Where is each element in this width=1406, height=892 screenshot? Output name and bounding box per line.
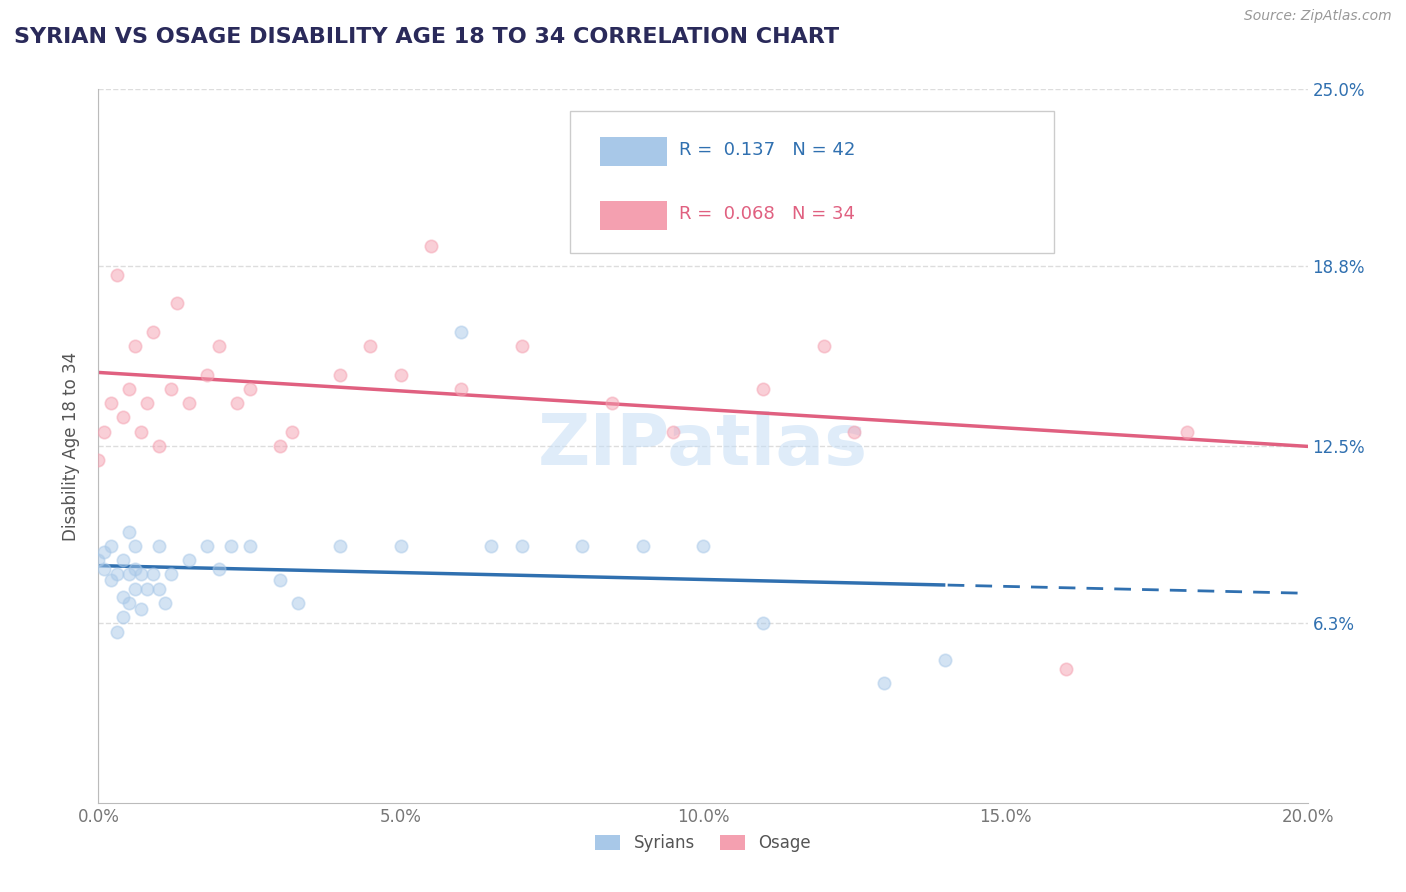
Point	[450, 325, 472, 339]
Point	[813, 339, 835, 353]
Point	[135, 582, 157, 596]
Point	[111, 610, 134, 624]
Point	[129, 425, 152, 439]
Point	[87, 553, 110, 567]
Text: R =  0.068   N = 34: R = 0.068 N = 34	[679, 205, 855, 223]
Point	[124, 339, 146, 353]
Point	[160, 382, 183, 396]
Point	[111, 591, 134, 605]
Point	[221, 539, 243, 553]
Point	[100, 396, 122, 410]
Text: ZIPatlas: ZIPatlas	[538, 411, 868, 481]
Point	[195, 368, 218, 382]
Point	[160, 567, 183, 582]
Point	[752, 382, 775, 396]
FancyBboxPatch shape	[569, 111, 1053, 253]
Point	[142, 325, 165, 339]
Point	[105, 624, 128, 639]
Point	[661, 425, 683, 439]
Point	[179, 553, 201, 567]
Point	[93, 544, 115, 558]
Point	[329, 539, 352, 553]
Point	[129, 601, 152, 615]
Point	[602, 396, 624, 410]
Point	[124, 582, 146, 596]
Point	[287, 596, 309, 610]
Point	[208, 562, 231, 576]
Point	[1054, 662, 1077, 676]
Point	[692, 225, 714, 239]
Point	[118, 524, 141, 539]
Legend: Syrians, Osage: Syrians, Osage	[589, 828, 817, 859]
Point	[118, 382, 141, 396]
Point	[208, 339, 231, 353]
Point	[420, 239, 443, 253]
Point	[510, 339, 533, 353]
Point	[269, 573, 291, 587]
Point	[166, 296, 188, 310]
Point	[510, 539, 533, 553]
FancyBboxPatch shape	[600, 202, 666, 230]
Point	[450, 382, 472, 396]
Point	[389, 539, 412, 553]
Point	[87, 453, 110, 467]
Point	[148, 539, 170, 553]
Point	[118, 567, 141, 582]
Point	[148, 439, 170, 453]
Point	[148, 582, 170, 596]
Text: SYRIAN VS OSAGE DISABILITY AGE 18 TO 34 CORRELATION CHART: SYRIAN VS OSAGE DISABILITY AGE 18 TO 34 …	[14, 27, 839, 46]
Y-axis label: Disability Age 18 to 34: Disability Age 18 to 34	[62, 351, 80, 541]
Text: Source: ZipAtlas.com: Source: ZipAtlas.com	[1244, 9, 1392, 23]
Point	[135, 396, 157, 410]
Point	[100, 539, 122, 553]
Point	[226, 396, 249, 410]
Point	[111, 553, 134, 567]
Point	[105, 268, 128, 282]
Point	[1175, 425, 1198, 439]
Point	[360, 339, 382, 353]
Point	[105, 567, 128, 582]
Point	[389, 368, 412, 382]
Point	[129, 567, 152, 582]
Point	[124, 562, 146, 576]
Point	[111, 410, 134, 425]
Point	[934, 653, 956, 667]
Point	[239, 539, 262, 553]
Point	[281, 425, 304, 439]
Point	[93, 562, 115, 576]
Point	[195, 539, 218, 553]
Point	[752, 615, 775, 630]
Point	[179, 396, 201, 410]
Point	[93, 425, 115, 439]
Point	[100, 573, 122, 587]
Point	[239, 382, 262, 396]
Point	[692, 539, 714, 553]
Point	[481, 539, 503, 553]
Point	[844, 425, 866, 439]
Point	[142, 567, 165, 582]
Point	[329, 368, 352, 382]
Point	[124, 539, 146, 553]
Point	[118, 596, 141, 610]
FancyBboxPatch shape	[600, 137, 666, 166]
Point	[873, 676, 896, 690]
Text: R =  0.137   N = 42: R = 0.137 N = 42	[679, 141, 855, 159]
Point	[631, 539, 654, 553]
Point	[153, 596, 176, 610]
Point	[269, 439, 291, 453]
Point	[571, 539, 593, 553]
